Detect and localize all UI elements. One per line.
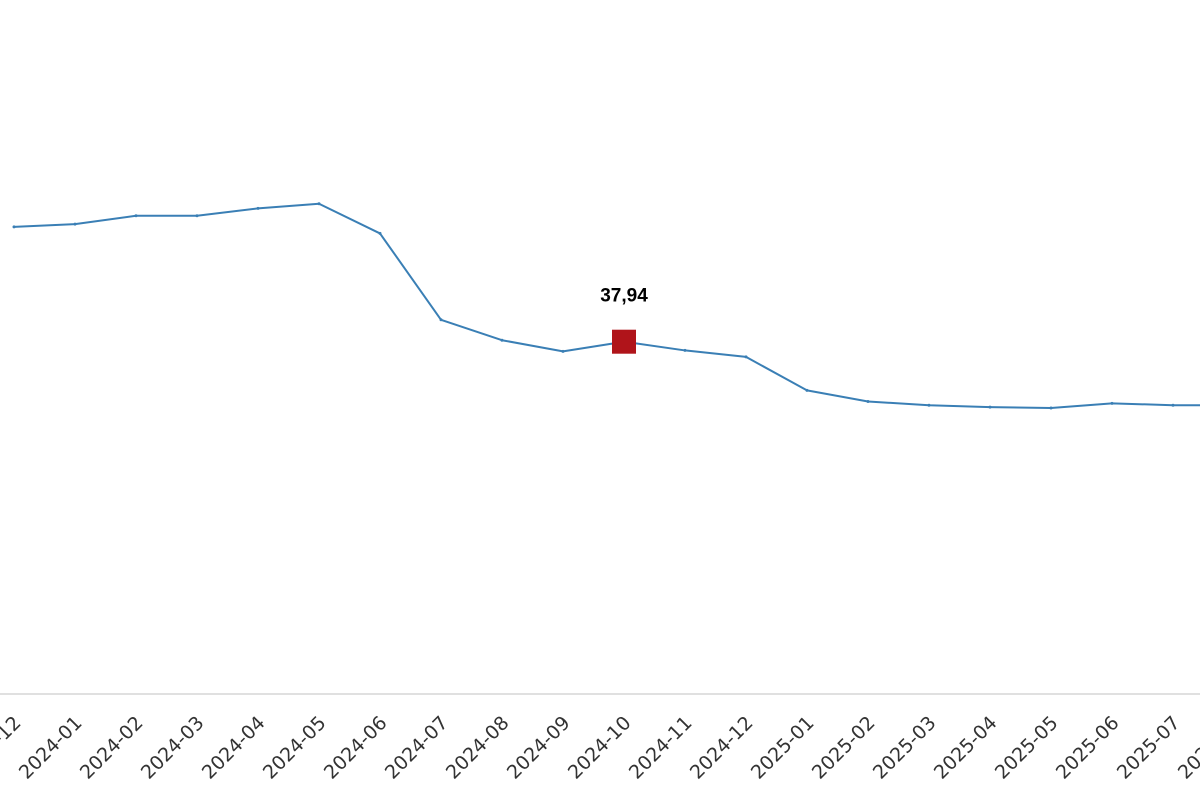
x-tick-label: 2024-02 xyxy=(76,712,148,784)
data-point xyxy=(134,214,138,218)
x-tick-label: 2024-10 xyxy=(564,712,636,784)
x-tick-label: 2024-11 xyxy=(625,712,697,784)
data-point xyxy=(12,225,16,229)
data-point xyxy=(1049,406,1053,410)
data-point xyxy=(378,231,382,235)
data-point xyxy=(256,206,260,210)
x-tick-label: 2025-07 xyxy=(1113,712,1185,784)
label-layer: 37,94 xyxy=(600,286,648,307)
axis-layer: 2023-122024-012024-022024-032024-042024-… xyxy=(0,693,1200,784)
x-tick-label: 2024-07 xyxy=(381,712,453,784)
x-tick-label: 2025-04 xyxy=(930,712,1002,784)
x-tick-label: 2024-01 xyxy=(15,712,87,784)
x-tick-label: 2025-02 xyxy=(808,712,880,784)
x-tick-label: 2025-06 xyxy=(1052,712,1124,784)
x-tick-label: 2024-05 xyxy=(259,712,331,784)
data-point xyxy=(500,338,504,342)
x-tick-label: 2025-01 xyxy=(747,712,819,784)
data-point xyxy=(561,349,565,353)
data-point xyxy=(683,348,687,352)
data-point xyxy=(927,403,931,407)
data-point xyxy=(988,405,992,409)
x-tick-label: 2025-05 xyxy=(991,712,1063,784)
data-point xyxy=(195,214,199,218)
x-tick-label: 2024-12 xyxy=(686,712,758,784)
x-tick-label: 2024-03 xyxy=(137,712,209,784)
x-tick-label: 2024-08 xyxy=(442,712,514,784)
x-tick-label: 2024-06 xyxy=(320,712,392,784)
data-point xyxy=(73,222,77,226)
data-point xyxy=(805,388,809,392)
marker-layer xyxy=(612,329,636,354)
data-point xyxy=(317,202,321,206)
data-point xyxy=(866,400,870,403)
x-tick-label: 2024-04 xyxy=(198,712,270,784)
data-point xyxy=(1110,401,1114,405)
data-point xyxy=(744,355,748,359)
data-point xyxy=(1171,403,1175,407)
x-tick-label: 2025-03 xyxy=(869,712,941,784)
x-tick-label: 2024-09 xyxy=(503,712,575,784)
highlight-data-label: 37,94 xyxy=(600,286,648,307)
highlight-marker xyxy=(612,329,636,354)
data-point xyxy=(439,318,443,322)
